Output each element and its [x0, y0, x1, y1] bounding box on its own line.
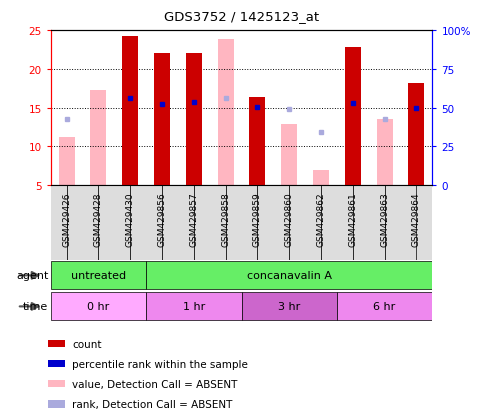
- Text: GSM429861: GSM429861: [348, 192, 357, 247]
- Bar: [345, 48, 361, 186]
- Text: untreated: untreated: [71, 270, 126, 280]
- Bar: [281, 125, 297, 186]
- Bar: [226, 186, 257, 260]
- Bar: [51, 293, 146, 320]
- Bar: [162, 186, 194, 260]
- Text: GSM429859: GSM429859: [253, 192, 262, 247]
- Text: rank, Detection Call = ABSENT: rank, Detection Call = ABSENT: [72, 399, 233, 409]
- Bar: [48, 360, 65, 368]
- Text: GSM429862: GSM429862: [316, 192, 326, 246]
- Bar: [321, 186, 353, 260]
- Bar: [58, 138, 74, 186]
- Bar: [289, 186, 321, 260]
- Bar: [186, 53, 202, 186]
- Bar: [130, 186, 162, 260]
- Text: 6 hr: 6 hr: [373, 301, 396, 311]
- Bar: [313, 170, 329, 186]
- Text: agent: agent: [16, 271, 48, 281]
- Text: GSM429856: GSM429856: [157, 192, 167, 247]
- Bar: [249, 97, 265, 186]
- Bar: [122, 37, 138, 186]
- Text: GSM429426: GSM429426: [62, 192, 71, 246]
- Text: GSM429857: GSM429857: [189, 192, 199, 247]
- Bar: [90, 90, 106, 186]
- Bar: [99, 186, 130, 260]
- Text: 1 hr: 1 hr: [183, 301, 205, 311]
- Bar: [337, 293, 432, 320]
- Bar: [409, 83, 425, 186]
- Text: 0 hr: 0 hr: [87, 301, 110, 311]
- Text: GSM429430: GSM429430: [126, 192, 135, 246]
- Text: GSM429863: GSM429863: [380, 192, 389, 247]
- Bar: [51, 262, 146, 290]
- Text: GSM429860: GSM429860: [284, 192, 294, 247]
- Text: concanavalin A: concanavalin A: [247, 270, 332, 280]
- Bar: [146, 293, 242, 320]
- Bar: [353, 186, 384, 260]
- Bar: [194, 186, 226, 260]
- Bar: [384, 186, 416, 260]
- Text: GDS3752 / 1425123_at: GDS3752 / 1425123_at: [164, 10, 319, 23]
- Bar: [257, 186, 289, 260]
- Bar: [218, 40, 234, 186]
- Text: GSM429428: GSM429428: [94, 192, 103, 246]
- Text: count: count: [72, 339, 102, 349]
- Text: 3 hr: 3 hr: [278, 301, 300, 311]
- Text: GSM429864: GSM429864: [412, 192, 421, 246]
- Bar: [242, 293, 337, 320]
- Bar: [35, 186, 67, 260]
- Bar: [48, 380, 65, 387]
- Text: value, Detection Call = ABSENT: value, Detection Call = ABSENT: [72, 379, 238, 389]
- Bar: [146, 262, 432, 290]
- Bar: [67, 186, 99, 260]
- Bar: [48, 400, 65, 408]
- Text: GSM429858: GSM429858: [221, 192, 230, 247]
- Bar: [51, 186, 432, 260]
- Bar: [154, 54, 170, 186]
- Text: time: time: [23, 301, 48, 312]
- Bar: [377, 120, 393, 186]
- Bar: [48, 340, 65, 348]
- Text: percentile rank within the sample: percentile rank within the sample: [72, 359, 248, 369]
